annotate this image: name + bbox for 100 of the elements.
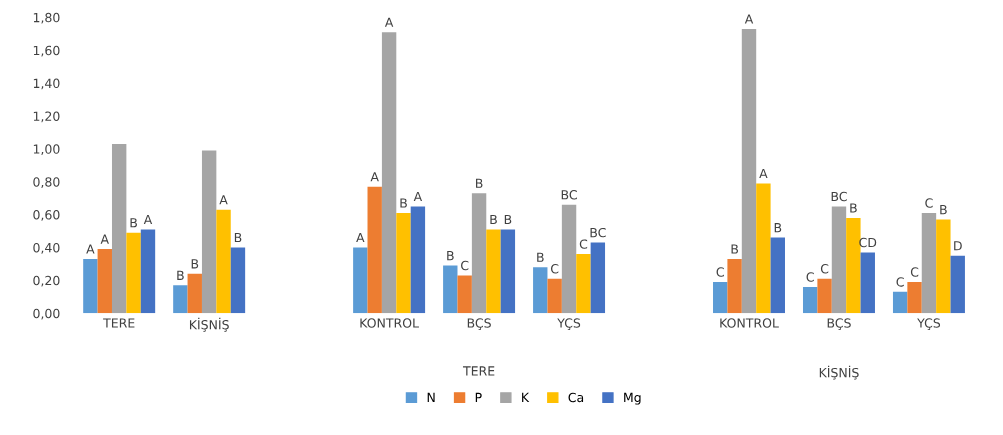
data-label: B [774,223,782,233]
data-label: C [820,264,829,274]
data-label: A [100,234,109,244]
bar [140,229,156,314]
data-label: C [896,277,904,287]
x-tick-label: BÇS [827,318,851,330]
data-label: B [490,214,497,225]
bar [230,247,246,314]
data-label: A [413,191,423,202]
bar [471,193,487,314]
data-label: C [910,267,919,277]
data-label: C [579,239,588,249]
x-tick-label: YÇS [557,318,581,330]
bar [561,204,577,314]
x-tick-label: TERE [103,318,135,328]
data-label: BC [831,191,847,202]
data-label: A [143,214,153,225]
legend-label: Mg [624,392,641,405]
data-label: C [806,272,814,282]
bar [590,242,606,314]
text: TERE [462,366,495,376]
x-tick-label: KİŞNİŞ [189,317,229,332]
data-label: D [954,241,962,251]
data-label: C [716,267,724,277]
data-label: A [86,244,95,254]
bar [907,281,922,314]
y-tick-label: 0,60 [33,210,60,221]
bar [381,32,397,314]
x-tick-label: YÇS [917,318,941,330]
y-tick-label: 0,00 [33,308,60,320]
bar [353,247,368,314]
bar [936,219,951,314]
bar [713,281,728,314]
legend-label: N [427,392,435,402]
data-label: A [744,14,754,24]
bar [111,143,127,314]
bar [486,229,501,314]
bar [892,291,908,314]
data-label: A [384,17,394,27]
bar [367,186,382,314]
data-label: B [537,252,544,262]
bar [741,28,757,314]
data-label: C [925,198,933,208]
bar [126,232,141,314]
data-label: B [447,251,454,261]
legend-label: P [475,392,482,402]
bar [921,212,937,314]
data-label: B [177,270,184,280]
legend-label: K [522,392,530,402]
text: KİŞNİŞ [819,365,859,380]
y-tick-label: 1,00 [33,144,60,156]
bar [187,273,202,314]
data-label: B [191,259,199,269]
bar [770,237,785,314]
bar [396,212,411,314]
data-label: A [370,172,379,182]
legend-label: Ca [568,392,584,403]
data-label: A [356,232,365,243]
data-label: B [850,203,857,213]
bar [547,278,562,314]
y-tick-label: 0,40 [33,242,60,254]
bar [97,249,112,314]
bar [410,206,426,314]
x-tick-label: BÇS [467,318,491,330]
bar [201,150,217,314]
data-label: A [219,195,228,205]
data-label: B [130,218,137,228]
bar [83,258,98,314]
data-label: B [504,214,512,225]
bar [173,285,188,314]
y-tick-label: 1,80 [33,12,60,24]
y-tick-label: 1,20 [33,111,60,123]
bar [457,275,472,314]
y-tick-label: 1,40 [33,78,60,90]
bar [756,183,771,314]
data-label: A [759,168,768,178]
bar [533,267,548,314]
data-label: C [461,260,469,271]
y-tick-label: 0,20 [33,275,60,287]
data-label: B [476,178,483,188]
x-tick-label: KONTROL [360,318,419,328]
bar [950,255,965,314]
data-label: B [940,205,947,215]
bar [817,278,832,314]
bar [500,229,516,314]
data-label: B [731,244,739,254]
y-tick-label: 0,80 [33,177,60,188]
bar [576,254,591,314]
data-label: BC [561,190,577,200]
bar [443,265,458,314]
y-tick-label: 1,60 [33,45,60,57]
data-label: B [234,232,242,243]
bar [802,286,818,314]
bar [216,209,231,314]
bar [846,217,861,314]
data-label: B [400,198,407,208]
bar [831,206,847,314]
bar [727,258,742,314]
data-label: C [551,264,559,274]
data-label: BC [590,227,606,238]
